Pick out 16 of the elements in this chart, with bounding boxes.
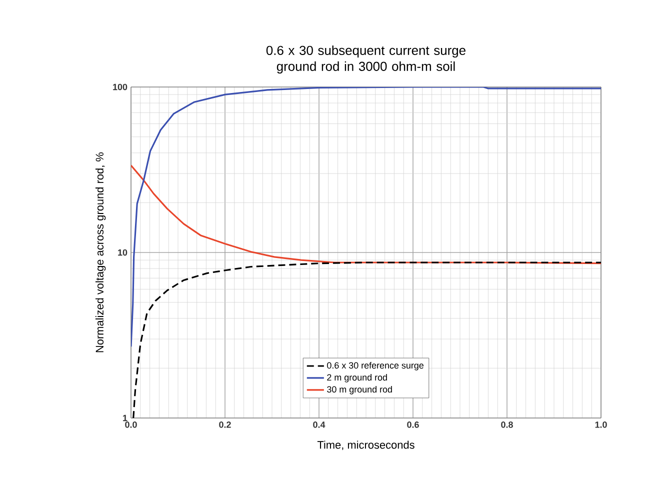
line-series	[131, 86, 602, 348]
y-axis-title: Normalized voltage across ground rod, %	[95, 152, 106, 352]
chart-title: 0.6 x 30 subsequent current surge ground rod in 3000 ohm-m soil	[266, 45, 466, 74]
x-tick-label: 0.8	[501, 422, 513, 428]
legend-label: 2 m ground rod	[327, 374, 387, 382]
y-tick-label: 1	[123, 414, 128, 422]
y-tick-label: 10	[118, 249, 128, 256]
x-tick-label: 0.2	[219, 422, 231, 428]
legend-label: 0.6 x 30 reference surge	[327, 362, 424, 370]
x-axis-title: Time, microseconds	[317, 440, 414, 450]
x-tick-label: 1.0	[595, 422, 607, 428]
x-tick-label: 0.0	[125, 422, 137, 428]
y-tick-label: 100	[113, 84, 128, 90]
x-tick-label: 0.4	[313, 422, 326, 428]
legend-label: 30 m ground rod	[327, 386, 392, 394]
x-tick-label: 0.6	[407, 422, 419, 428]
